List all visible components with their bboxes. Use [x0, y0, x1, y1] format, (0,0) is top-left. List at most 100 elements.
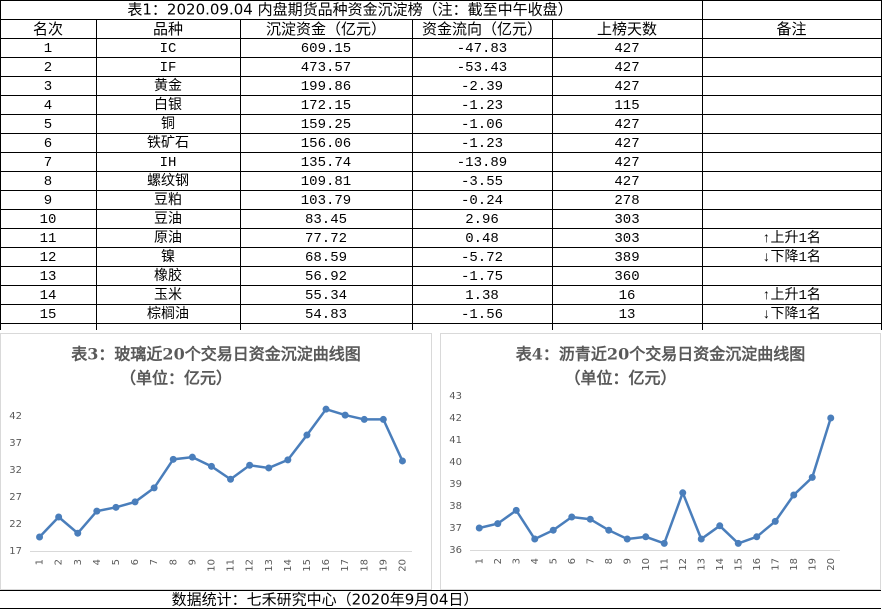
data-point: [549, 526, 557, 534]
y-tick-label: 42: [9, 411, 22, 422]
table-cell: -1.56: [461, 307, 503, 323]
table-cell: 16: [619, 288, 636, 304]
table-cell: -13.89: [457, 155, 507, 171]
table-cell: ↓下降1名: [762, 306, 821, 323]
data-point: [112, 503, 120, 511]
y-tick-label: 36: [449, 545, 462, 556]
table-cell: -1.06: [461, 117, 503, 133]
x-tick-label: 14: [715, 558, 726, 571]
column-header: 资金流向（亿元）: [422, 20, 542, 38]
table-cell: -1.23: [461, 136, 503, 152]
table-cell: 172.15: [301, 98, 351, 114]
table-cell: -3.55: [461, 174, 503, 190]
data-point: [494, 520, 502, 528]
data-point: [605, 526, 613, 534]
data-point: [322, 405, 330, 413]
table-cell: 原油: [154, 230, 182, 247]
table-cell: 13: [619, 307, 636, 323]
column-header: 备注: [776, 20, 806, 38]
data-point: [568, 513, 576, 521]
table-cell: 427: [614, 41, 639, 57]
x-tick-label: 15: [733, 558, 744, 571]
y-tick-label: 32: [9, 465, 22, 476]
y-tick-label: 37: [9, 438, 22, 449]
x-tick-label: 14: [283, 559, 294, 572]
table-cell: -0.24: [461, 193, 503, 209]
data-point: [679, 489, 687, 497]
data-point: [150, 484, 158, 492]
data-point: [734, 539, 742, 547]
column-header: 沉淀资金（亿元）: [266, 20, 386, 38]
column-header: 品种: [153, 20, 183, 38]
table-cell: 9: [44, 193, 52, 209]
y-tick-label: 27: [9, 492, 22, 503]
table-cell: -1.75: [461, 269, 503, 285]
table-cell: 2.96: [465, 212, 499, 228]
table-cell: 156.06: [301, 136, 351, 152]
table-cell: 427: [614, 174, 639, 190]
chart-subtitle: （单位：亿元）: [120, 369, 232, 388]
table-cell: 303: [614, 231, 639, 247]
x-tick-label: 5: [111, 559, 122, 565]
table-cell: 棕榈油: [147, 306, 189, 323]
chart-panel: [0, 333, 432, 590]
x-tick-label: 15: [302, 559, 313, 572]
x-tick-label: 8: [604, 558, 615, 564]
table-cell: 1.38: [465, 288, 499, 304]
table-title: 表1：2020.09.04 内盘期货品种资金沉淀榜（注：截至中午收盘）: [127, 1, 572, 19]
data-point: [74, 529, 82, 537]
x-tick-label: 12: [245, 559, 256, 572]
x-tick-label: 19: [378, 559, 389, 572]
table-cell: 278: [614, 193, 639, 209]
data-point: [303, 431, 311, 439]
y-tick-label: 39: [449, 479, 462, 490]
table-cell: 609.15: [301, 41, 351, 57]
data-point: [790, 491, 798, 499]
x-tick-label: 8: [168, 559, 179, 565]
x-tick-label: 13: [696, 558, 707, 571]
data-point: [265, 464, 273, 472]
table-cell: 8: [44, 174, 52, 190]
table-cell: 135.74: [301, 155, 351, 171]
data-point: [697, 535, 705, 543]
table-cell: 豆油: [154, 211, 182, 228]
y-tick-label: 40: [449, 457, 462, 468]
x-tick-label: 6: [567, 558, 578, 564]
x-tick-label: 20: [826, 558, 837, 571]
table-cell: 玉米: [154, 287, 182, 304]
data-point: [341, 411, 349, 419]
table-cell: 360: [614, 269, 639, 285]
table-cell: 12: [40, 250, 57, 266]
data-point: [531, 535, 539, 543]
table-cell: 159.25: [301, 117, 351, 133]
data-point: [284, 456, 292, 464]
data-point: [207, 462, 215, 470]
x-tick-label: 17: [340, 559, 351, 572]
chart-title: 表3：玻璃近20个交易日资金沉淀曲线图: [70, 345, 360, 364]
x-tick-label: 1: [474, 558, 485, 564]
data-point: [623, 535, 631, 543]
x-tick-label: 7: [585, 558, 596, 564]
data-point: [246, 461, 254, 469]
data-point: [131, 498, 139, 506]
table-cell: 56.92: [305, 269, 347, 285]
data-point: [660, 539, 668, 547]
table-cell: 6: [44, 136, 52, 152]
x-tick-label: 10: [206, 559, 217, 572]
column-header: 上榜天数: [597, 20, 657, 38]
data-point: [360, 415, 368, 423]
data-point: [827, 414, 835, 422]
footer: 数据统计：七禾研究中心（2020年9月04日）: [172, 591, 479, 609]
chart-title: 表4：沥青近20个交易日资金沉淀曲线图: [515, 345, 805, 364]
data-point: [36, 533, 44, 541]
table-cell: IC: [160, 41, 177, 57]
x-tick-label: 20: [397, 559, 408, 572]
data-point: [753, 533, 761, 541]
table-cell: -5.72: [461, 250, 503, 266]
x-tick-label: 6: [130, 559, 141, 565]
table-cell: 427: [614, 155, 639, 171]
table-cell: 83.45: [305, 212, 347, 228]
table-cell: 3: [44, 79, 52, 95]
x-tick-label: 11: [226, 559, 237, 572]
